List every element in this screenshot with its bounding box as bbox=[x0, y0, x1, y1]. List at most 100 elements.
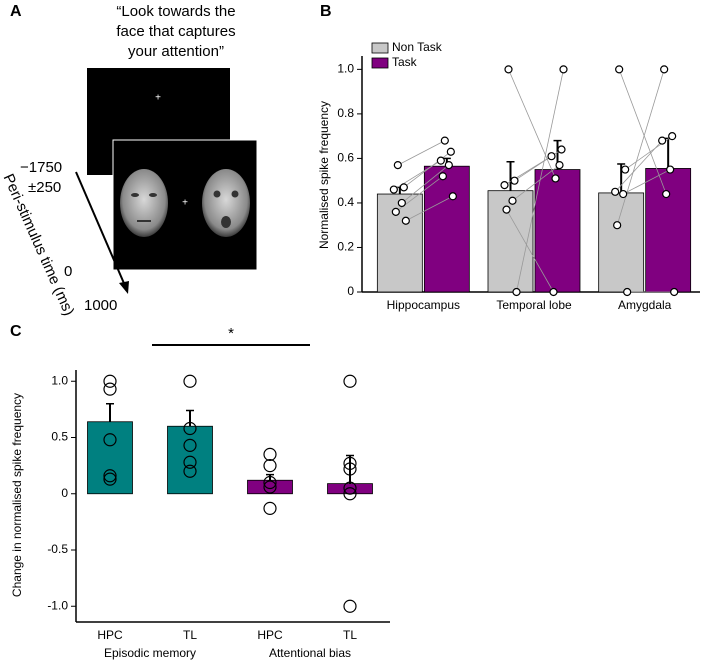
data-point bbox=[438, 172, 447, 181]
significance-label: * bbox=[228, 325, 234, 342]
arrow-head bbox=[119, 281, 129, 294]
data-point bbox=[343, 487, 357, 501]
bar bbox=[247, 479, 293, 495]
data-point bbox=[343, 456, 357, 470]
panel-label: B bbox=[320, 3, 332, 20]
data-point bbox=[619, 189, 628, 199]
data-point bbox=[103, 382, 117, 396]
legend-label: Task bbox=[392, 55, 418, 69]
data-point bbox=[512, 287, 521, 297]
y-axis-label: Change in normalised spike frequency bbox=[10, 393, 24, 597]
pair-line bbox=[508, 69, 556, 179]
instruction: “Look towards the bbox=[116, 3, 235, 20]
instruction: your attention” bbox=[128, 43, 224, 60]
x-tick-label: HPC bbox=[97, 628, 123, 642]
pair-line bbox=[614, 140, 663, 193]
data-point bbox=[547, 152, 556, 161]
data-point bbox=[183, 464, 197, 478]
data-point bbox=[389, 185, 398, 194]
data-point bbox=[621, 165, 630, 174]
bar bbox=[87, 421, 133, 495]
bar bbox=[167, 425, 213, 495]
y-tick-label: 0 bbox=[61, 486, 68, 500]
data-point bbox=[397, 198, 406, 208]
fixation: + bbox=[182, 198, 188, 209]
data-point bbox=[343, 599, 357, 613]
legend-swatch bbox=[371, 57, 389, 69]
x-tick-label: TL bbox=[343, 628, 357, 642]
x-tick-label: TL bbox=[183, 628, 197, 642]
data-point bbox=[502, 205, 511, 214]
time-label: ±250 bbox=[28, 179, 61, 196]
data-point bbox=[613, 221, 622, 230]
pair-line bbox=[405, 195, 454, 222]
data-point bbox=[183, 438, 197, 452]
bar bbox=[327, 483, 373, 495]
x-tick-label: Amygdala bbox=[618, 298, 672, 312]
data-point bbox=[500, 181, 509, 190]
time-label: −1750 bbox=[20, 159, 62, 176]
data-point bbox=[399, 183, 408, 192]
pair-line bbox=[397, 140, 446, 166]
time-label: 0 bbox=[64, 263, 72, 280]
data-point bbox=[263, 501, 277, 515]
pair-line bbox=[401, 164, 450, 204]
pair-line bbox=[622, 169, 671, 195]
data-point bbox=[549, 287, 558, 297]
data-point bbox=[436, 156, 445, 165]
instruction: face that captures bbox=[116, 23, 235, 40]
data-point bbox=[444, 160, 453, 170]
y-tick-label: 1.0 bbox=[51, 373, 68, 387]
data-point bbox=[103, 433, 117, 447]
data-point bbox=[666, 165, 675, 174]
bar bbox=[645, 168, 692, 293]
panel-label: A bbox=[10, 3, 22, 20]
data-point bbox=[670, 287, 679, 297]
y-tick-label: -1.0 bbox=[47, 598, 68, 612]
data-point bbox=[343, 462, 357, 476]
legend-swatch bbox=[371, 42, 389, 54]
data-point bbox=[662, 189, 671, 199]
fixation: + bbox=[155, 93, 161, 104]
pair-line bbox=[516, 69, 564, 293]
legend-label: Non Task bbox=[392, 40, 443, 54]
pair-line bbox=[506, 209, 554, 293]
data-point bbox=[623, 287, 632, 297]
x-tick-label: Temporal lobe bbox=[496, 298, 572, 312]
data-point bbox=[263, 475, 277, 490]
data-point bbox=[658, 136, 667, 145]
data-point bbox=[103, 469, 117, 483]
y-tick-label: 0 bbox=[347, 284, 354, 298]
data-point bbox=[668, 132, 677, 141]
data-point bbox=[263, 459, 277, 473]
group-label: Attentional bias bbox=[269, 646, 351, 660]
data-point bbox=[555, 160, 564, 170]
data-point bbox=[343, 481, 357, 495]
bar bbox=[487, 190, 534, 293]
pair-line bbox=[512, 164, 560, 202]
data-point bbox=[446, 147, 455, 156]
panel-label: C bbox=[10, 323, 22, 340]
data-point bbox=[611, 187, 620, 196]
data-point bbox=[440, 136, 449, 145]
x-tick-label: HPC bbox=[257, 628, 283, 642]
group-label: Episodic memory bbox=[104, 646, 196, 660]
data-point bbox=[660, 65, 669, 74]
data-point bbox=[504, 65, 513, 74]
y-tick-label: 0.8 bbox=[337, 106, 354, 120]
data-point bbox=[183, 455, 197, 469]
y-tick-label: 1.0 bbox=[337, 62, 354, 76]
data-point bbox=[183, 421, 197, 436]
data-point bbox=[508, 196, 517, 205]
data-point bbox=[393, 160, 402, 170]
face-features bbox=[131, 190, 239, 228]
y-tick-label: 0.4 bbox=[337, 195, 354, 209]
data-point bbox=[263, 447, 277, 461]
data-point bbox=[401, 216, 410, 225]
data-point bbox=[510, 176, 519, 185]
bar bbox=[534, 169, 581, 293]
data-point bbox=[343, 374, 357, 388]
data-point bbox=[391, 207, 400, 216]
data-point bbox=[551, 174, 560, 183]
